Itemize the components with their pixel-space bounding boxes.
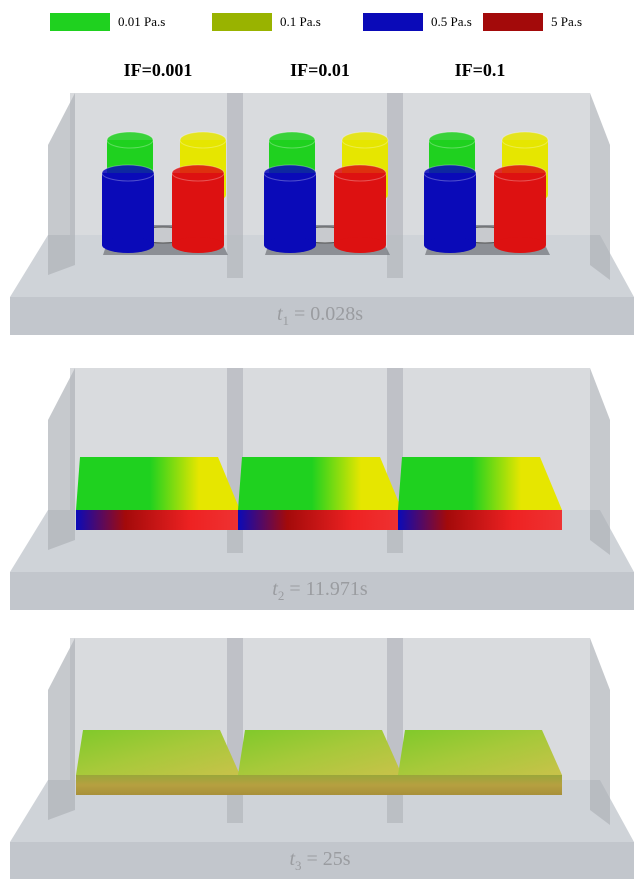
- fluid-front: [76, 775, 240, 795]
- cylinder-top: [502, 132, 548, 148]
- cylinder: [494, 173, 546, 245]
- fluid-top: [76, 457, 240, 510]
- legend-label: 0.01 Pa.s: [118, 14, 165, 29]
- legend-swatch: [483, 13, 543, 31]
- time-value: = 0.028s: [294, 303, 363, 325]
- cylinder-top: [107, 132, 153, 148]
- time-value: = 11.971s: [289, 578, 368, 600]
- fluid-front: [398, 775, 562, 795]
- time-subscript: 1: [283, 313, 290, 328]
- legend-swatch: [212, 13, 272, 31]
- time-value: = 25s: [307, 848, 351, 870]
- cylinder: [172, 237, 224, 253]
- cylinder: [264, 237, 316, 253]
- legend-swatch: [363, 13, 423, 31]
- cylinder-top: [342, 132, 388, 148]
- divider: [227, 638, 243, 823]
- fluid-top: [398, 457, 562, 510]
- fluid-front: [76, 510, 240, 530]
- cylinder: [334, 237, 386, 253]
- cylinder-top: [494, 165, 546, 181]
- cylinder: [334, 173, 386, 245]
- fluid-top: [238, 730, 402, 775]
- legend-label: 5 Pa.s: [551, 14, 582, 29]
- cylinder-top: [180, 132, 226, 148]
- divider: [387, 93, 403, 278]
- divider: [227, 93, 243, 278]
- fluid-front: [238, 510, 402, 530]
- time-subscript: 2: [278, 588, 285, 603]
- panel: t3= 25s: [10, 638, 634, 879]
- cylinder-top: [429, 132, 475, 148]
- fluid-top: [238, 457, 402, 510]
- cylinder: [424, 237, 476, 253]
- column-title: IF=0.01: [290, 60, 350, 80]
- cylinder: [264, 173, 316, 245]
- divider: [387, 638, 403, 823]
- side-wall: [48, 368, 75, 550]
- cylinder-top: [172, 165, 224, 181]
- cylinder-top: [102, 165, 154, 181]
- legend-label: 0.1 Pa.s: [280, 14, 321, 29]
- cylinder: [172, 173, 224, 245]
- cylinder: [424, 173, 476, 245]
- side-wall: [590, 638, 610, 825]
- cylinder-top: [424, 165, 476, 181]
- legend-swatch: [50, 13, 110, 31]
- side-wall: [590, 93, 610, 280]
- cylinder-top: [269, 132, 315, 148]
- panel: t2= 11.971s: [10, 368, 634, 610]
- figure: 0.01 Pa.s 0.1 Pa.s 0.5 Pa.s 5 Pa.s IF=0.001 I…: [0, 0, 634, 879]
- column-title: IF=0.001: [124, 60, 193, 80]
- side-wall: [590, 368, 610, 555]
- fluid-front: [238, 775, 402, 795]
- fluid-top: [76, 730, 240, 775]
- legend-label: 0.5 Pa.s: [431, 14, 472, 29]
- cylinder-top: [334, 165, 386, 181]
- cylinder-top: [264, 165, 316, 181]
- cylinder: [102, 173, 154, 245]
- side-wall: [48, 93, 75, 275]
- side-wall: [48, 638, 75, 820]
- column-title: IF=0.1: [455, 60, 506, 80]
- time-subscript: 3: [295, 858, 302, 873]
- cylinder: [494, 237, 546, 253]
- panel: t1= 0.028s: [10, 93, 634, 335]
- fluid-top: [398, 730, 562, 775]
- fluid-front: [398, 510, 562, 530]
- cylinder: [102, 237, 154, 253]
